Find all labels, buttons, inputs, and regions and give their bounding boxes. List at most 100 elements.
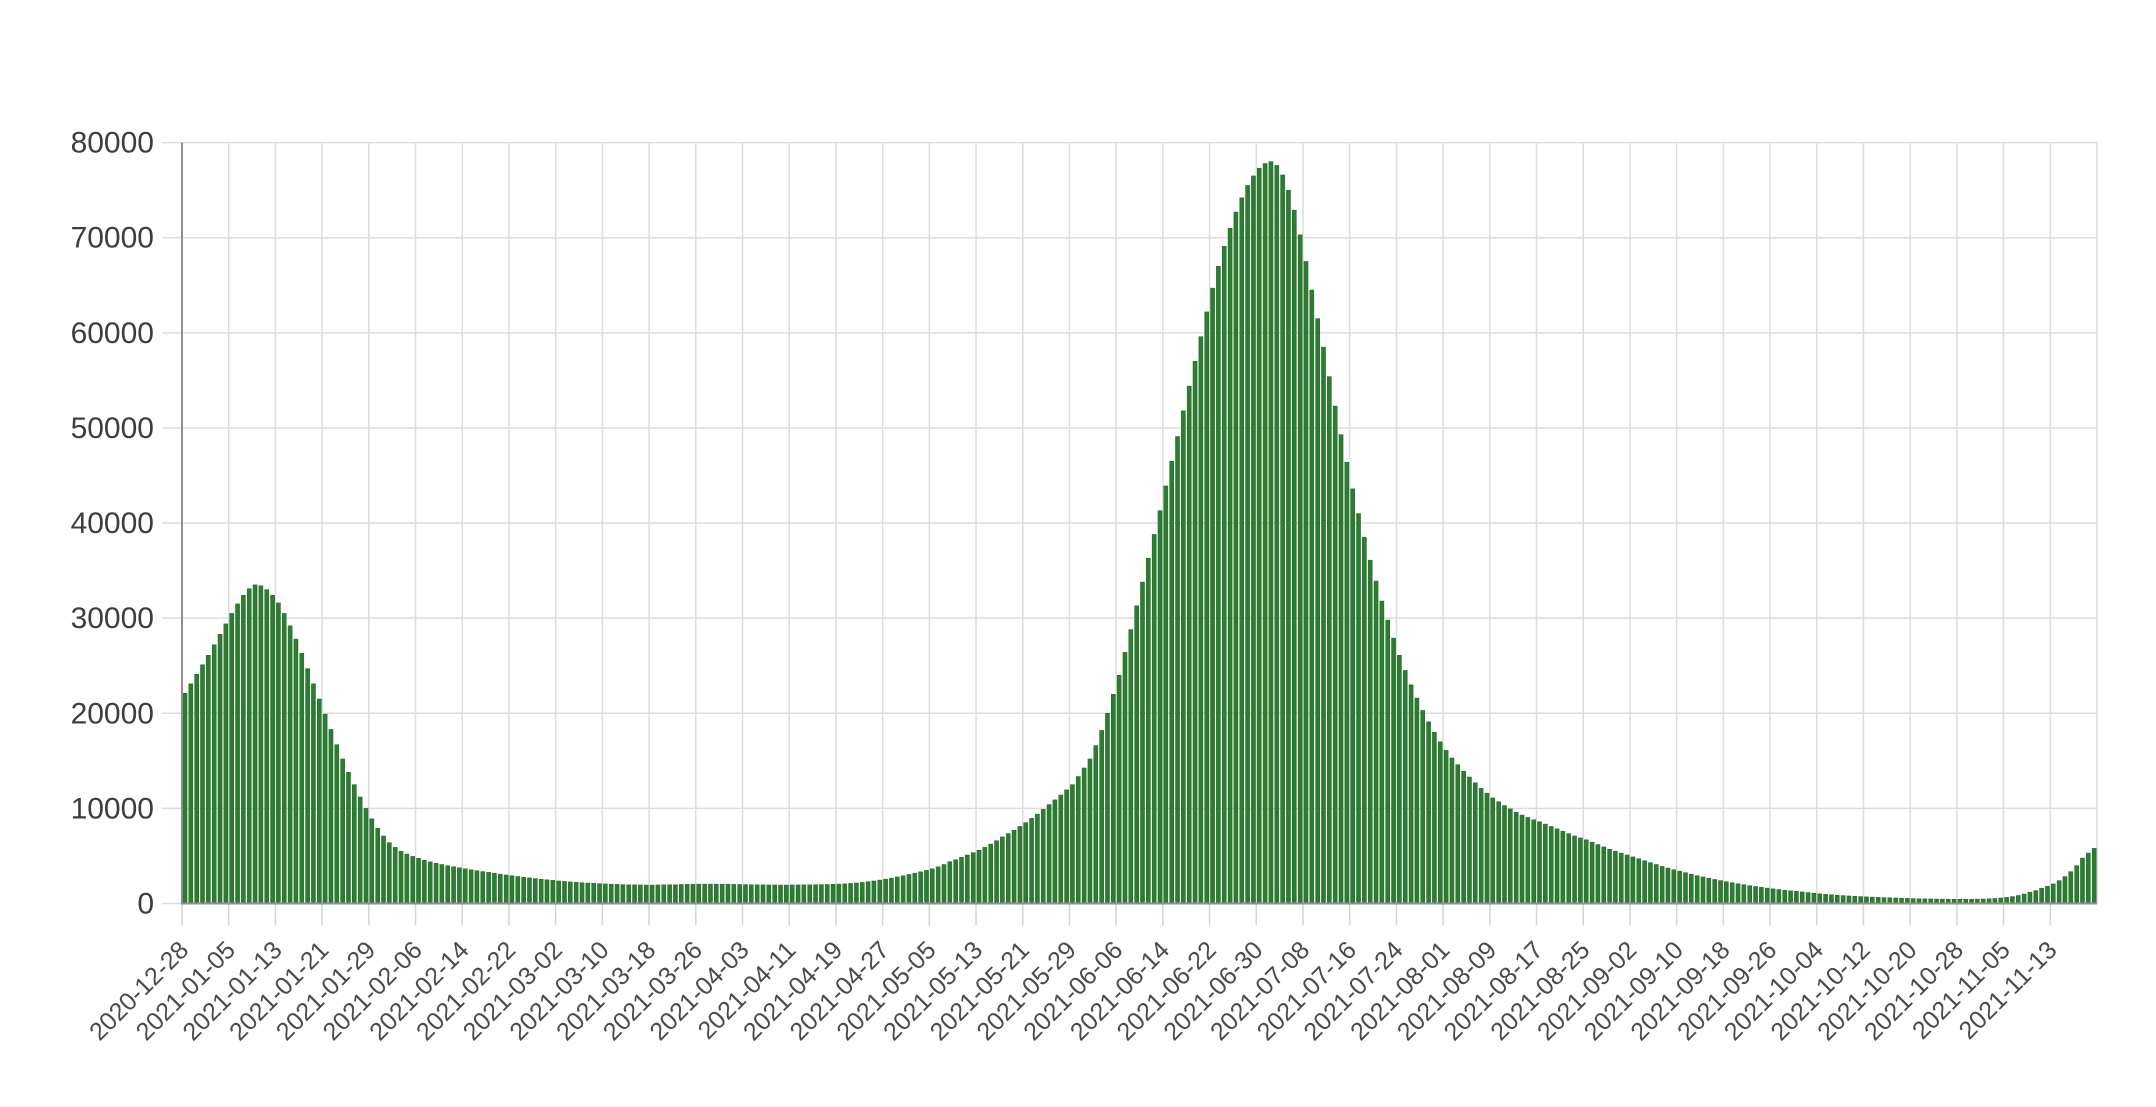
bar (468, 869, 474, 904)
bar (1595, 844, 1601, 904)
bar (889, 877, 894, 904)
bar (1443, 750, 1449, 904)
bar (731, 884, 737, 904)
bar (1455, 764, 1461, 904)
bar (1519, 814, 1525, 904)
bar (1432, 732, 1437, 904)
bar (614, 884, 620, 904)
bar (340, 758, 345, 904)
bar (1221, 246, 1227, 904)
bar (480, 871, 486, 904)
bar (760, 884, 766, 904)
bar (2010, 896, 2015, 904)
bar (842, 883, 848, 904)
bar (206, 655, 211, 904)
bar (1367, 559, 1373, 904)
bar (608, 883, 614, 904)
bar (579, 882, 585, 904)
bar (871, 880, 877, 904)
bar (678, 884, 684, 904)
y-axis-tick-label: 40000 (71, 507, 154, 540)
bar (1759, 887, 1764, 904)
y-axis-tick-label: 20000 (71, 697, 154, 730)
bar (1116, 674, 1122, 904)
bar (1437, 741, 1443, 904)
bar (1799, 891, 1805, 904)
bar (1035, 813, 1040, 904)
bar (1245, 185, 1250, 904)
bar (1385, 619, 1391, 904)
bar (1753, 886, 1758, 904)
bar (2045, 885, 2050, 904)
bar (276, 602, 281, 904)
bar (328, 729, 334, 904)
bar (1840, 895, 1846, 904)
bar (1122, 652, 1128, 904)
bar (900, 875, 906, 904)
bar (544, 879, 550, 904)
bar (1017, 826, 1023, 904)
bar (445, 865, 451, 904)
bar (264, 589, 270, 904)
bar (1350, 488, 1355, 904)
bar (334, 744, 340, 904)
bar (655, 884, 661, 904)
bar (591, 883, 596, 904)
bar (1251, 175, 1256, 904)
bar (1747, 885, 1752, 904)
bar (1064, 789, 1069, 904)
bar (486, 872, 491, 904)
bar (1706, 877, 1712, 904)
bar (1332, 405, 1338, 904)
bar (398, 850, 404, 904)
bar (1578, 837, 1583, 904)
bar (223, 623, 229, 904)
bar (1198, 336, 1204, 904)
bar (830, 884, 836, 904)
bar (492, 873, 497, 904)
bar (1671, 869, 1677, 904)
bar (1362, 537, 1367, 904)
bar (1467, 776, 1472, 904)
bar (1040, 809, 1046, 904)
bar (2080, 857, 2085, 904)
bar (2068, 871, 2074, 904)
bar (241, 595, 246, 904)
bar (667, 884, 672, 904)
bar (2027, 891, 2033, 904)
bar (982, 847, 988, 904)
bar (1315, 318, 1320, 904)
bar (1689, 873, 1694, 904)
bar (883, 878, 888, 904)
bar (737, 884, 742, 904)
bar (789, 884, 795, 904)
bar (410, 856, 415, 904)
bar (1718, 880, 1723, 904)
bar (281, 613, 287, 904)
bar (1583, 839, 1589, 904)
bar (877, 879, 883, 904)
bar (1046, 804, 1052, 904)
bar (533, 878, 538, 904)
bar (1151, 534, 1157, 904)
bar (299, 653, 305, 904)
bar (1805, 892, 1811, 904)
bar (959, 857, 964, 904)
bar (293, 638, 299, 904)
bar (1659, 866, 1665, 904)
bar (1344, 461, 1350, 904)
bar (1000, 836, 1005, 904)
bar (527, 877, 532, 904)
bar (1099, 730, 1104, 904)
bar (352, 784, 357, 904)
bar (1683, 872, 1688, 904)
bar (1011, 830, 1017, 904)
bar (462, 868, 468, 904)
bar (632, 884, 637, 904)
bar (1286, 189, 1291, 904)
bar (1724, 881, 1729, 904)
bar (404, 853, 410, 904)
bar (597, 883, 602, 904)
